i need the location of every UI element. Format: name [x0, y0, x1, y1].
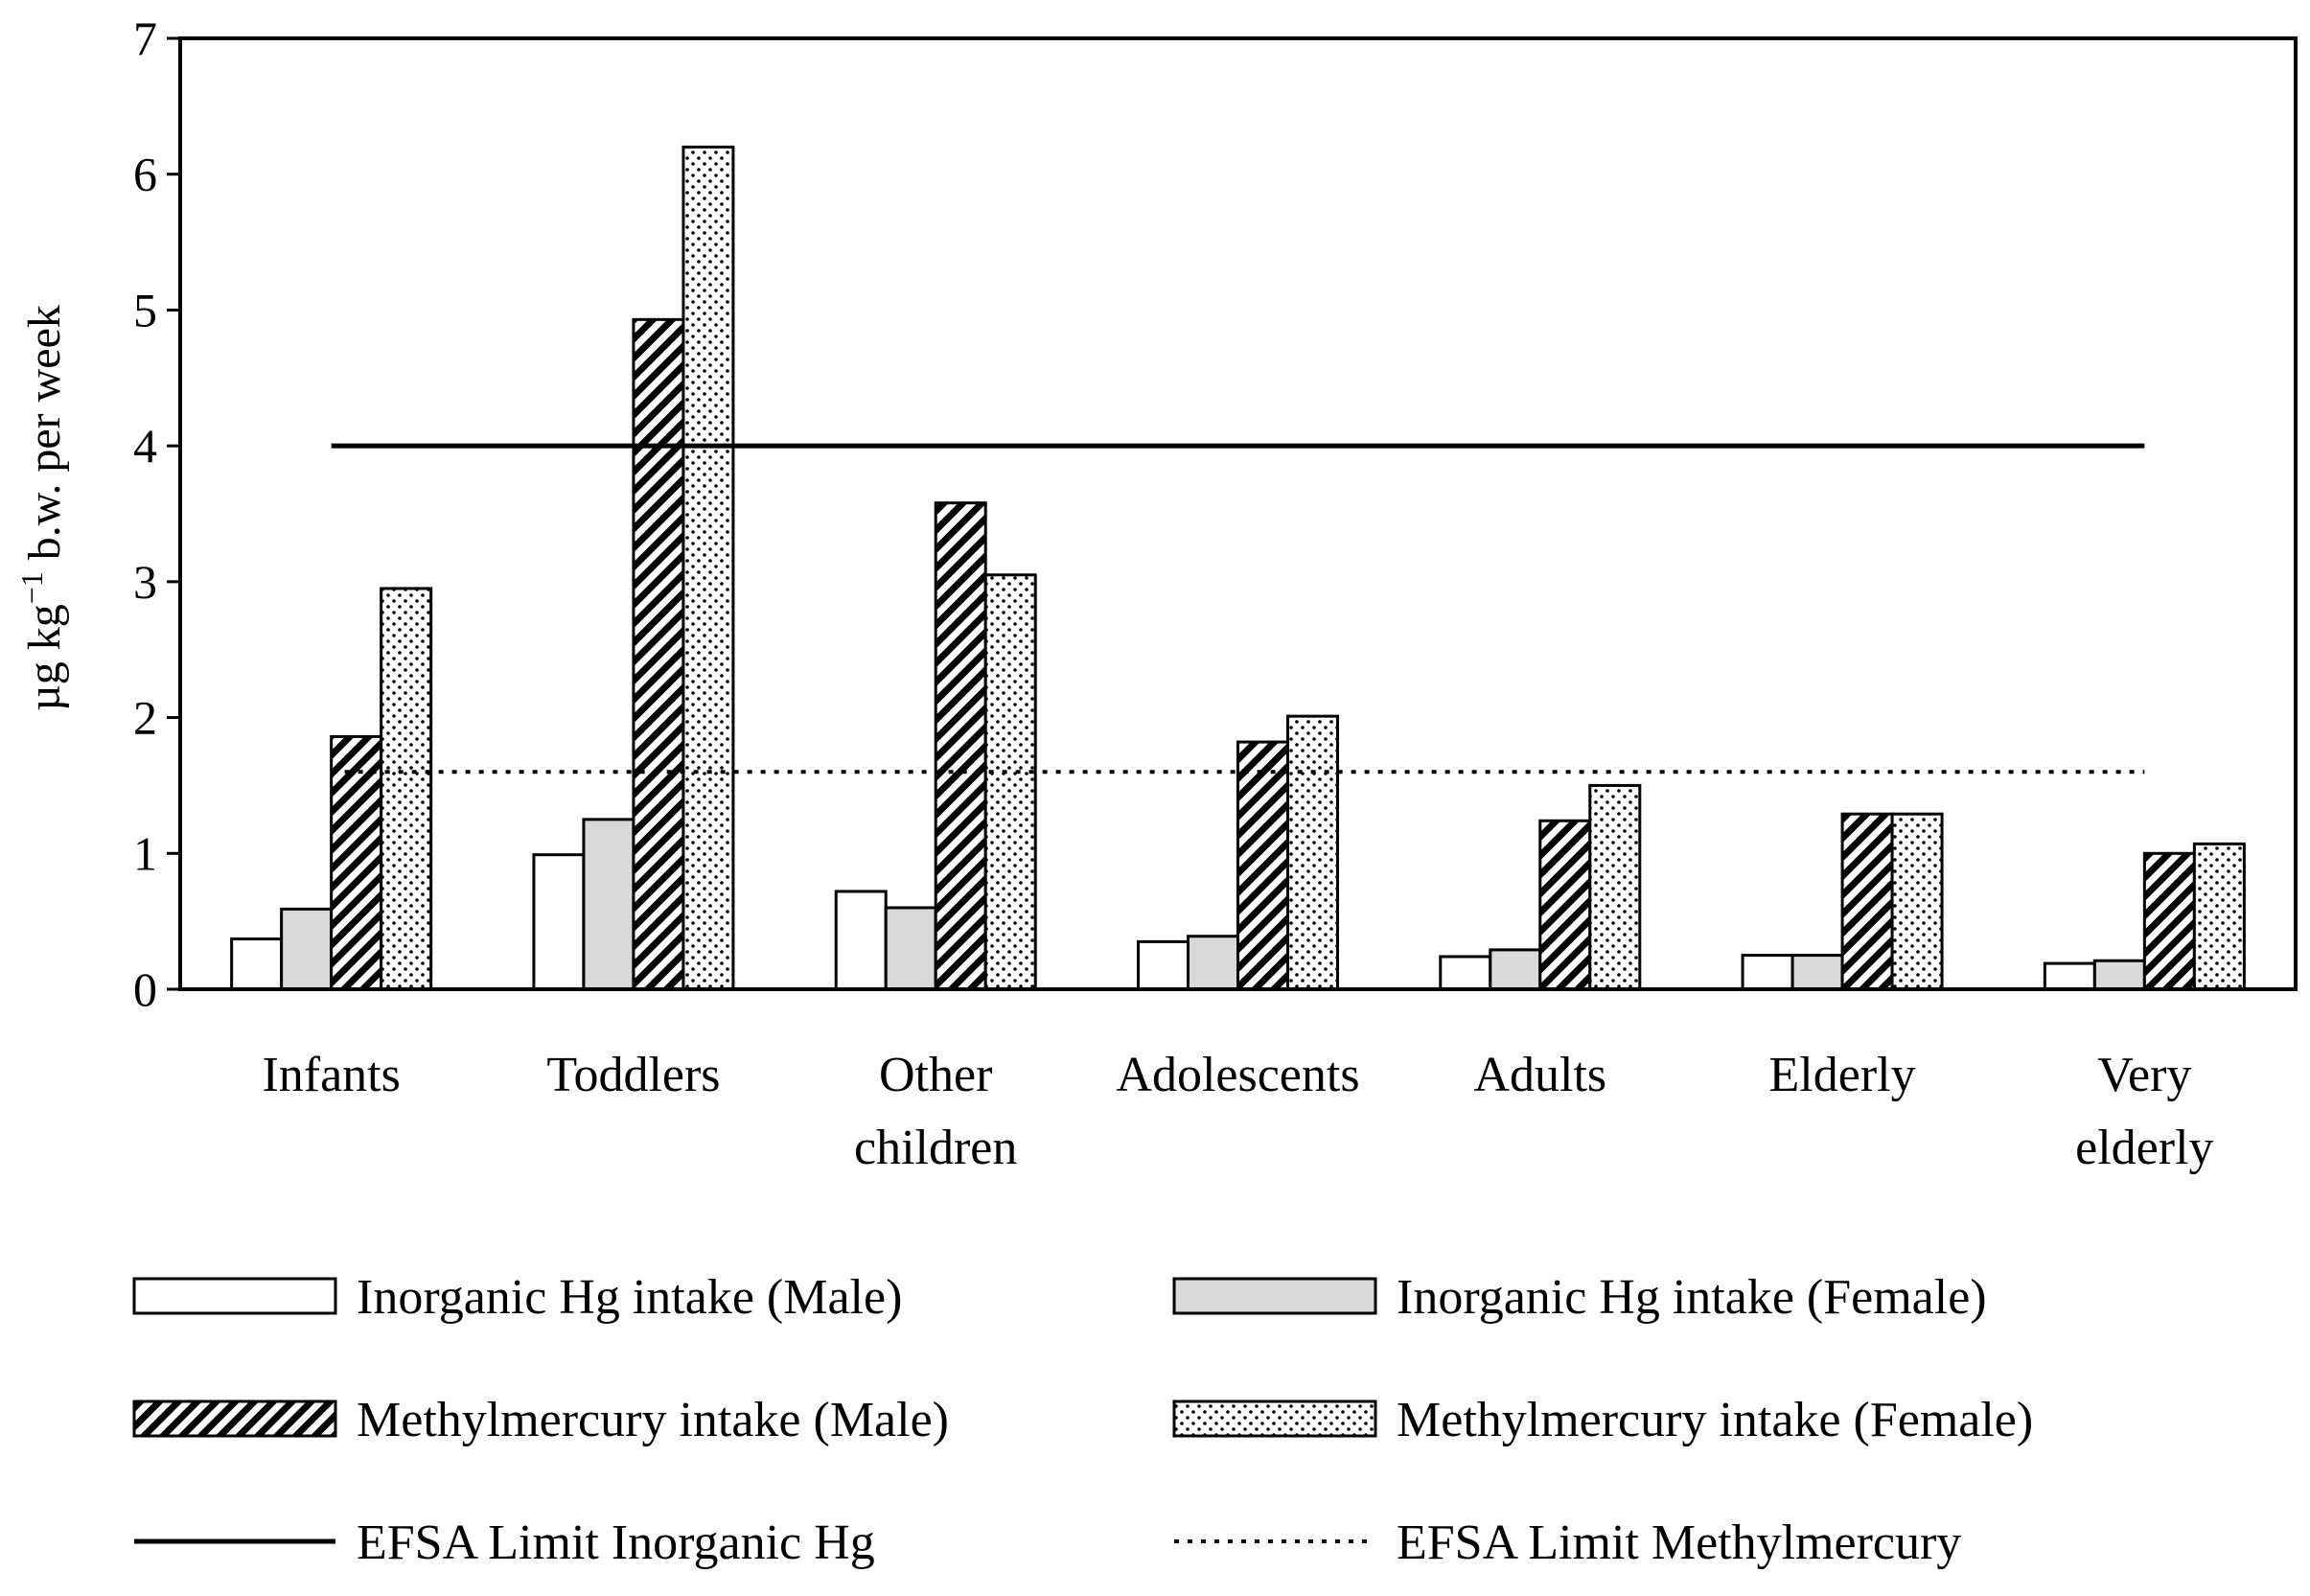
bar-infants-inorganic-hg-intake-male: [230, 937, 284, 991]
y-axis-title-base: µg kg: [19, 604, 70, 711]
y-tick-label-7: 7: [133, 12, 157, 65]
legend-label-efsa-limit-methylmercury: EFSA Limit Methylmercury: [1397, 1515, 1961, 1570]
bar-adults-methylmercury-intake-male: [1538, 819, 1592, 991]
x-category-label-adults: Adults: [1473, 1048, 1606, 1102]
x-category-label-adolescents: Adolescents: [1116, 1048, 1359, 1102]
y-tick-label-1: 1: [133, 826, 157, 880]
legend-label-efsa-limit-inorganic-hg: EFSA Limit Inorganic Hg: [357, 1515, 875, 1570]
bar-adults-methylmercury-intake-female: [1588, 783, 1642, 991]
x-category-label-infants: Infants: [262, 1048, 400, 1102]
reference-lines: [331, 443, 2145, 775]
bar-other-children-methylmercury-intake-male: [934, 501, 987, 991]
bar-elderly-inorganic-hg-intake-female: [1790, 954, 1844, 991]
bar-elderly-methylmercury-intake-female: [1890, 812, 1944, 991]
bar-elderly-inorganic-hg-intake-male: [1741, 954, 1794, 991]
bar-adults-inorganic-hg-intake-male: [1439, 955, 1492, 991]
y-axis-title-group: µg kg−1 b.w. per week: [14, 305, 70, 711]
bar-adolescents-methylmercury-intake-male: [1236, 740, 1289, 991]
legend-label-inorganic-hg-intake-male: Inorganic Hg intake (Male): [357, 1270, 902, 1325]
legend-label-methylmercury-intake-female: Methylmercury intake (Female): [1397, 1393, 2033, 1447]
y-axis-title-rest: b.w. per week: [19, 305, 70, 571]
legend-swatch-methylmercury-intake-female: [1172, 1399, 1377, 1438]
bar-toddlers-inorganic-hg-intake-female: [582, 818, 635, 991]
y-tick-label-4: 4: [133, 419, 157, 473]
x-category-label-toddlers: Toddlers: [546, 1048, 720, 1102]
bar-adults-inorganic-hg-intake-female: [1489, 948, 1542, 991]
y-tick-label-6: 6: [133, 148, 157, 201]
x-category-label-very-elderly: Very elderly: [2075, 1048, 2213, 1175]
bar-other-children-methylmercury-intake-female: [983, 573, 1037, 991]
bar-adolescents-inorganic-hg-intake-male: [1137, 939, 1190, 991]
bar-other-children-inorganic-hg-intake-female: [884, 906, 937, 991]
bar-very-elderly-methylmercury-intake-female: [2192, 842, 2246, 991]
legend-swatch-methylmercury-intake-male: [132, 1399, 337, 1438]
legend-swatch-inorganic-hg-intake-male: [132, 1277, 337, 1315]
bar-very-elderly-inorganic-hg-intake-male: [2043, 961, 2096, 991]
bar-infants-methylmercury-intake-male: [330, 734, 383, 991]
plot-bars: [230, 145, 2246, 991]
x-category-label-elderly: Elderly: [1769, 1048, 1916, 1102]
legend-label-inorganic-hg-intake-female: Inorganic Hg intake (Female): [1397, 1270, 1987, 1325]
bar-very-elderly-methylmercury-intake-male: [2142, 851, 2196, 991]
plot-area-frame: [178, 36, 2298, 991]
bar-toddlers-methylmercury-intake-female: [681, 145, 735, 991]
bar-other-children-inorganic-hg-intake-male: [834, 890, 888, 991]
bar-adolescents-methylmercury-intake-female: [1286, 714, 1339, 991]
bar-infants-methylmercury-intake-female: [380, 587, 433, 991]
legend-label-methylmercury-intake-male: Methylmercury intake (Male): [357, 1393, 949, 1447]
bar-very-elderly-inorganic-hg-intake-female: [2092, 959, 2146, 991]
y-tick-label-3: 3: [133, 555, 157, 609]
y-axis-title-superscript: −1: [14, 571, 49, 604]
x-category-label-other-children: Other children: [854, 1048, 1017, 1175]
bar-toddlers-inorganic-hg-intake-male: [532, 853, 586, 991]
y-axis-ticks: 0 1 2 3 4 5 6 7: [133, 12, 180, 1016]
y-tick-label-5: 5: [133, 283, 157, 336]
y-tick-label-0: 0: [133, 962, 157, 1016]
bar-adolescents-inorganic-hg-intake-female: [1187, 935, 1239, 991]
bar-toddlers-methylmercury-intake-male: [632, 317, 685, 991]
legend: Inorganic Hg intake (Male) Inorganic Hg i…: [132, 1270, 2033, 1570]
y-axis-title: µg kg−1 b.w. per week: [14, 305, 70, 711]
x-axis-labels: Infants Toddlers Other children Adolescents A…: [262, 1048, 2213, 1175]
legend-swatch-inorganic-hg-intake-female: [1172, 1277, 1377, 1315]
y-tick-label-2: 2: [133, 691, 157, 745]
bar-infants-inorganic-hg-intake-female: [280, 907, 334, 991]
bar-elderly-methylmercury-intake-male: [1840, 812, 1894, 991]
